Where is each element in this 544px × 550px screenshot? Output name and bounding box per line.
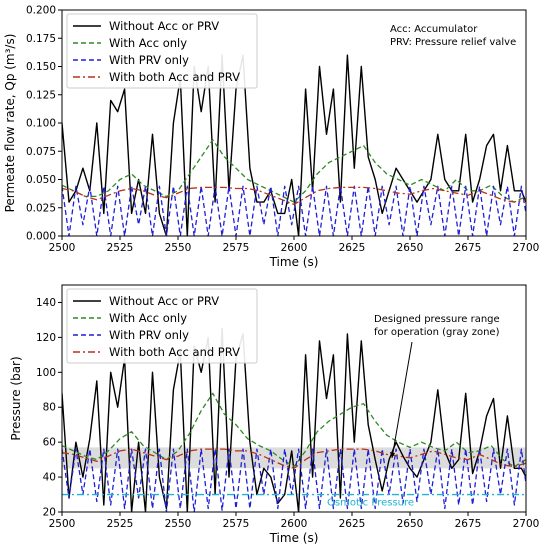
x-tick-label: 2575 (223, 518, 250, 530)
y-tick-label: 140 (36, 297, 56, 309)
y-tick-label: 0.100 (26, 118, 56, 130)
y-tick-label: 60 (43, 437, 56, 449)
y-tick-label: 20 (43, 507, 56, 519)
series-line-2 (62, 392, 526, 468)
legend-entry: Without Acc or PRV (109, 294, 219, 308)
y-axis-label: Pressure (bar) (9, 356, 23, 440)
x-tick-label: 2500 (49, 242, 76, 254)
y-tick-label: 40 (43, 472, 56, 484)
y-tick-label: 0.200 (26, 5, 56, 17)
pressure-chart: Osmotic Pressure 2500 2525 2550 2575 2600 2625… (9, 284, 540, 545)
annotation-text: PRV: Pressure relief valve (390, 37, 516, 48)
legend-entry: With Acc only (109, 36, 187, 50)
y-tick-label: 0.000 (26, 231, 56, 243)
series-line-2 (62, 139, 526, 203)
annotation-text: Designed pressure range (374, 314, 500, 325)
legend-entry: With both Acc and PRV (109, 70, 240, 84)
legend-entry: With Acc only (109, 311, 187, 325)
x-axis-label: Time (s) (269, 255, 319, 269)
osmotic-pressure-label: Osmotic Pressure (327, 498, 414, 509)
x-tick-label: 2550 (165, 242, 192, 254)
annotation-text: Acc: Accumulator (390, 24, 478, 35)
annotation-arrowhead (390, 452, 395, 458)
x-tick-label: 2650 (397, 242, 424, 254)
annotation-text: for operation (gray zone) (374, 327, 500, 338)
x-tick-label: 2500 (49, 518, 76, 530)
y-tick-label: 0.150 (26, 61, 56, 73)
y-tick-label: 0.125 (26, 89, 56, 101)
series-line-3 (62, 448, 526, 512)
legend (66, 288, 258, 364)
y-tick-label: 0.025 (26, 202, 56, 214)
y-tick-label: 0.050 (26, 174, 56, 186)
legend (66, 13, 258, 89)
x-tick-label: 2700 (513, 242, 540, 254)
legend-entry: With PRV only (109, 53, 189, 67)
legend-entry: Without Acc or PRV (109, 19, 219, 33)
legend-entry: With both Acc and PRV (109, 345, 240, 359)
x-tick-label: 2525 (107, 518, 134, 530)
plot-area (62, 54, 526, 236)
x-tick-label: 2550 (165, 518, 192, 530)
y-tick-label: 0.075 (26, 146, 56, 158)
series-line-4 (62, 186, 526, 206)
x-tick-label: 2600 (281, 518, 308, 530)
x-tick-label: 2575 (223, 242, 250, 254)
flow-rate-chart: 2500 2525 2550 2575 2600 2625 2650 2675 2700 0.00… (3, 5, 539, 270)
series-line-3 (62, 185, 526, 236)
series-line-1 (62, 328, 526, 512)
series-line-4 (62, 448, 526, 469)
x-tick-label: 2675 (455, 518, 482, 530)
x-tick-label: 2625 (339, 242, 366, 254)
y-tick-label: 80 (43, 402, 56, 414)
y-tick-label: 0.175 (26, 33, 56, 45)
x-tick-label: 2675 (455, 242, 482, 254)
y-tick-label: 100 (36, 367, 56, 379)
x-tick-label: 2700 (513, 518, 540, 530)
x-axis-label: Time (s) (269, 531, 319, 545)
y-axis-label: Permeate flow rate, Qp (m³/s) (3, 34, 17, 213)
legend-entry: With PRV only (109, 328, 189, 342)
x-tick-label: 2600 (281, 242, 308, 254)
annotation-arrow (391, 341, 413, 459)
x-tick-label: 2625 (339, 518, 366, 530)
x-tick-label: 2525 (107, 242, 134, 254)
plot-area (62, 328, 526, 512)
y-tick-label: 120 (36, 332, 56, 344)
x-tick-label: 2650 (397, 518, 424, 530)
